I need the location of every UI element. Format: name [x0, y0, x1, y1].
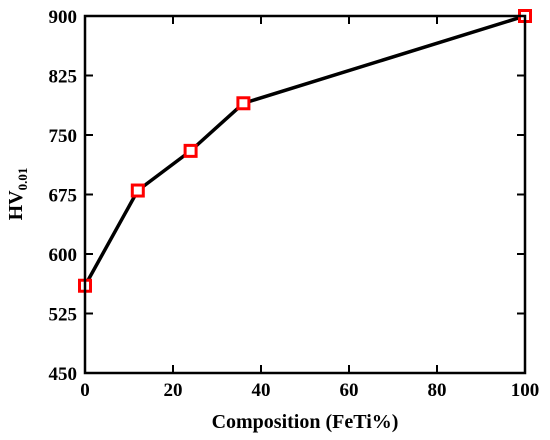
y-tick-label: 825	[49, 67, 78, 88]
series-layer	[78, 9, 532, 293]
y-axis-ticks: 450 525 600 675 750 825 900	[49, 7, 525, 385]
y-axis-label: HV0.01	[5, 168, 30, 221]
x-axis-ticks: 0 20 40 60 80 100	[80, 16, 539, 401]
y-axis-label-subscript: 0.01	[15, 168, 30, 191]
data-point-marker	[130, 183, 145, 198]
series-line	[83, 14, 526, 287]
x-tick-label: 0	[80, 380, 90, 401]
y-tick-label: 450	[49, 364, 78, 385]
x-tick-label: 20	[164, 380, 183, 401]
y-tick-label: 900	[49, 7, 78, 28]
plot-frame	[83, 14, 527, 375]
y-tick-label: 525	[49, 305, 78, 326]
data-point-marker	[183, 143, 198, 158]
y-axis-label-main: HV	[5, 190, 27, 221]
y-tick-label: 675	[49, 186, 78, 207]
y-tick-label: 750	[49, 126, 78, 147]
x-tick-label: 40	[252, 380, 271, 401]
x-axis-label: Composition (FeTi%)	[212, 411, 399, 433]
x-tick-label: 100	[511, 380, 540, 401]
y-tick-label: 600	[49, 245, 78, 266]
data-point-marker	[236, 96, 251, 111]
x-tick-label: 80	[428, 380, 447, 401]
x-tick-label: 60	[340, 380, 359, 401]
